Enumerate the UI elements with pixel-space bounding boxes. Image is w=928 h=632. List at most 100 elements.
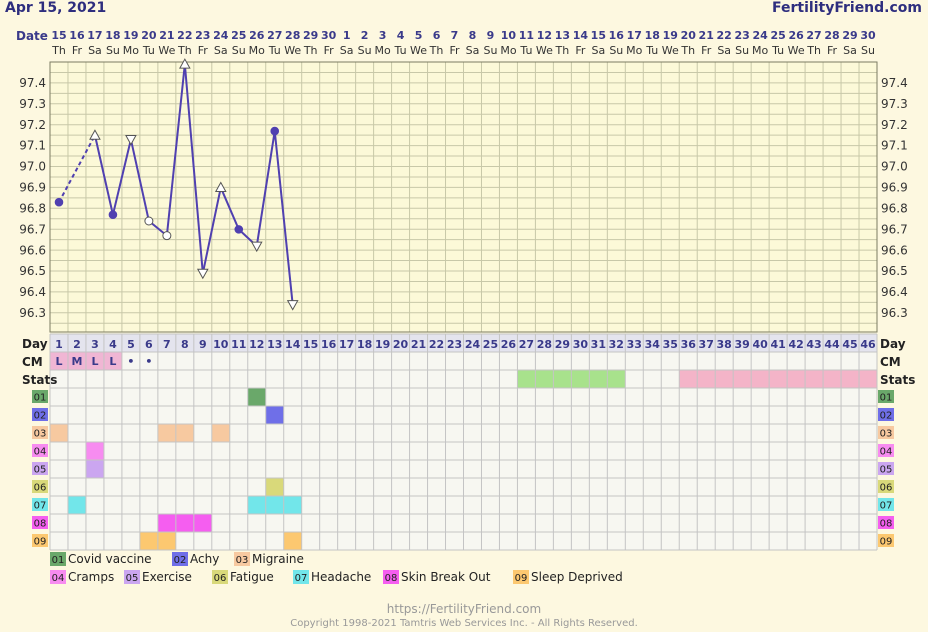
- symptom-cell-07: [265, 496, 284, 514]
- row-label-cm: CM: [22, 355, 43, 369]
- symptom-badge-left: [32, 390, 48, 403]
- legend-label: Cramps: [68, 570, 114, 584]
- symptom-badge-left: [32, 516, 48, 529]
- day-number-label: 43: [806, 338, 821, 351]
- date-tick-label: 15: [591, 29, 606, 42]
- weekday-tick-label: We: [410, 44, 427, 57]
- weekday-tick-label: Sa: [717, 44, 731, 57]
- weekday-tick-label: We: [788, 44, 805, 57]
- legend-swatch: [124, 570, 140, 584]
- y-tick-label-right: 96.7: [881, 222, 908, 236]
- temperature-point-triangle-up: [178, 58, 191, 69]
- weekday-tick-label: Tu: [519, 44, 532, 57]
- y-tick-label-left: 97.1: [19, 139, 46, 153]
- symptom-cell-09: [157, 532, 176, 550]
- temperature-line-segment: [129, 139, 150, 222]
- weekday-tick-label: Su: [106, 44, 120, 57]
- cm-cell: [50, 352, 68, 370]
- date-tick-label: 26: [788, 29, 804, 42]
- weekday-tick-label: Th: [303, 44, 318, 57]
- legend-label: Skin Break Out: [401, 570, 491, 584]
- legend-label: Migraine: [252, 552, 304, 566]
- y-tick-label-right: 97.4: [881, 76, 908, 90]
- y-tick-label-right: 96.6: [881, 243, 908, 257]
- temperature-line-segment: [201, 187, 222, 274]
- temperature-point-triangle-down: [286, 300, 299, 311]
- day-number-label: 33: [627, 338, 642, 351]
- symptom-badge-code: 01: [34, 393, 47, 404]
- date-tick-label: 19: [663, 29, 678, 42]
- cm-cell: [85, 352, 104, 370]
- row-label-cm-right: CM: [880, 355, 901, 369]
- legend-swatch: [50, 570, 66, 584]
- symptom-badge-code: 02: [34, 411, 47, 422]
- weekday-tick-label: Sa: [340, 44, 354, 57]
- symptom-cell-05: [85, 460, 104, 478]
- row-label-stats: Stats: [22, 373, 57, 387]
- cm-label: •: [145, 355, 152, 368]
- day-number-label: 27: [519, 338, 534, 351]
- date-tick-label: 20: [141, 29, 157, 42]
- weekday-tick-label: Tu: [645, 44, 658, 57]
- date-tick-label: 10: [501, 29, 517, 42]
- weekday-tick-label: Mo: [123, 44, 139, 57]
- y-tick-label-right: 97.1: [881, 139, 908, 153]
- symptom-badge-left: [32, 444, 48, 457]
- legend-swatch: [383, 570, 399, 584]
- day-number-label: 35: [663, 338, 678, 351]
- symptom-badge-left: [32, 534, 48, 547]
- day-number-label: 38: [717, 338, 732, 351]
- weekday-tick-label: Th: [429, 44, 444, 57]
- date-tick-label: 25: [231, 29, 246, 42]
- legend-swatch: [513, 570, 529, 584]
- symptom-badge-left: [32, 498, 48, 511]
- weekday-tick-label: We: [284, 44, 301, 57]
- symptom-cell-03: [50, 424, 68, 442]
- day-number-label: 21: [411, 338, 426, 351]
- legend-swatch: [293, 570, 309, 584]
- weekday-tick-label: Fr: [449, 44, 460, 57]
- symptom-badge-code: 03: [34, 429, 47, 440]
- symptom-cell-03: [175, 424, 194, 442]
- weekday-tick-label: Th: [177, 44, 192, 57]
- symptom-cell-03: [211, 424, 230, 442]
- weekday-tick-label: Sa: [466, 44, 480, 57]
- weekday-tick-label: Tu: [268, 44, 281, 57]
- symptom-badge-right: [878, 480, 894, 493]
- cm-cell: [103, 352, 122, 370]
- date-tick-label: 27: [267, 29, 282, 42]
- temperature-point: [270, 126, 280, 136]
- footer-copyright: Copyright 1998-2021 Tamtris Web Services…: [290, 618, 638, 629]
- cm-cell: [67, 352, 86, 370]
- symptom-badge-right: [878, 516, 894, 529]
- temperature-line-segment: [165, 64, 186, 236]
- weekday-tick-label: Fr: [324, 44, 335, 57]
- weekday-tick-label: Th: [555, 44, 570, 57]
- day-number-label: 40: [752, 338, 768, 351]
- symptom-badge-code: 03: [880, 429, 893, 440]
- brand-logo-text[interactable]: FertilityFriend.com: [772, 0, 922, 16]
- date-tick-label: 11: [519, 29, 534, 42]
- weekday-tick-label: Mo: [626, 44, 642, 57]
- day-number-label: 34: [645, 338, 661, 351]
- weekday-tick-label: We: [158, 44, 175, 57]
- temperature-line-segment: [255, 130, 276, 247]
- temperature-point-triangle-down: [196, 268, 209, 280]
- weekday-tick-label: Sa: [214, 44, 228, 57]
- symptom-badge-right: [878, 408, 894, 421]
- day-number-label: 29: [555, 338, 570, 351]
- legend-code: 06: [214, 573, 227, 584]
- symptom-badge-right: [878, 426, 894, 439]
- weekday-tick-label: Su: [861, 44, 875, 57]
- weekday-tick-label: Fr: [827, 44, 838, 57]
- y-tick-label-right: 96.4: [881, 285, 908, 299]
- day-number-label: 20: [393, 338, 409, 351]
- symptom-badge-left: [32, 426, 48, 439]
- date-tick-label: 14: [573, 29, 589, 42]
- weekday-tick-label: Mo: [374, 44, 390, 57]
- day-number-label: 32: [609, 338, 624, 351]
- row-label-day-right: Day: [880, 337, 906, 351]
- weekday-tick-label: Sa: [88, 44, 102, 57]
- symptom-badge-code: 09: [880, 537, 893, 548]
- footer-url[interactable]: https://FertilityFriend.com: [386, 602, 542, 616]
